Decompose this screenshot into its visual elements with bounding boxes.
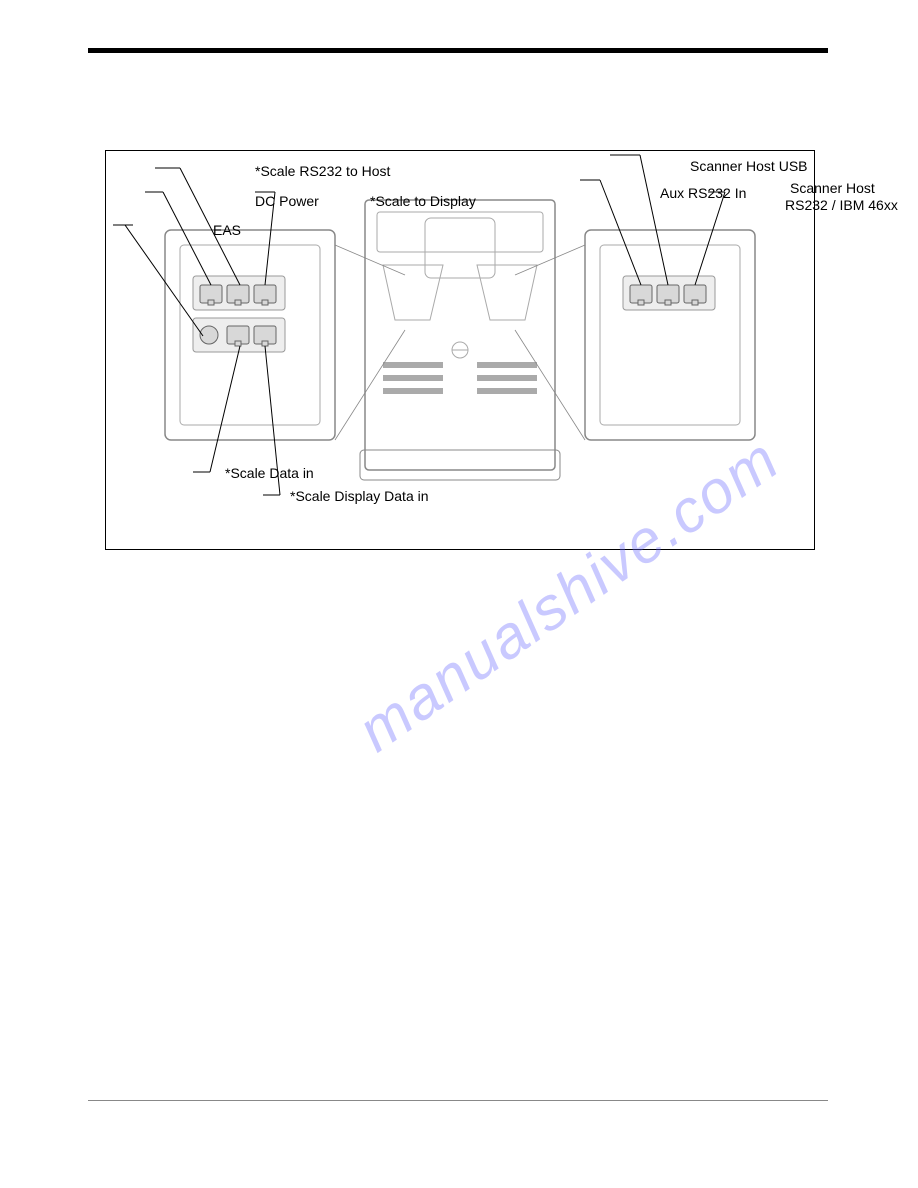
center-unit [360, 200, 560, 480]
bottom-rule [88, 1100, 828, 1101]
ports-group [200, 285, 706, 346]
connector-diagram [105, 150, 815, 550]
label-scanner-host-rs232-l2: RS232 / IBM 46xx [785, 197, 898, 213]
right-detail-panel [585, 230, 755, 440]
page: *Scale RS232 to Host DC Power *Scale to … [0, 0, 918, 1188]
label-scanner-host-usb: Scanner Host USB [690, 158, 808, 174]
label-eas: EAS [213, 222, 241, 238]
label-aux-rs232-in: Aux RS232 In [660, 185, 746, 201]
top-rule [88, 48, 828, 53]
label-scale-rs232-to-host: *Scale RS232 to Host [255, 163, 390, 179]
label-scale-display-data-in: *Scale Display Data in [290, 488, 429, 504]
label-scale-to-display: *Scale to Display [370, 193, 476, 209]
label-dc-power: DC Power [255, 193, 319, 209]
label-scale-data-in: *Scale Data in [225, 465, 314, 481]
label-scanner-host-rs232-l1: Scanner Host [790, 180, 875, 196]
left-detail-panel [165, 230, 335, 440]
